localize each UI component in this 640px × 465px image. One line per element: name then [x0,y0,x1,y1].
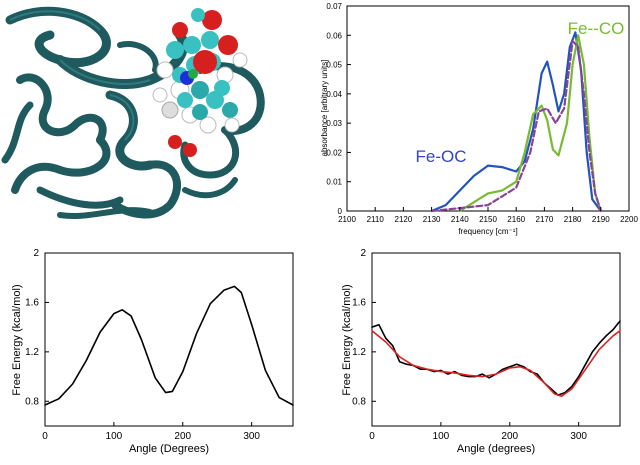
spectrum-ylabel: absorbance [arbitrary units] [320,60,329,157]
x-tick-label: 100 [106,431,123,442]
annotation-fe-co: Fe--CO [568,19,625,38]
y-tick-label: 1.2 [352,347,366,358]
y-tick-label: 0.01 [326,178,342,187]
series-line-1 [430,31,602,213]
series-line-1 [44,285,294,406]
series-line-2 [458,34,602,213]
x-tick-label: 200 [501,431,518,442]
y-tick-label: 0.8 [25,396,39,407]
x-tick-label: 2140 [451,215,469,224]
y-tick-label: 2 [33,248,39,259]
x-tick-label: 2180 [564,215,582,224]
x-tick-label: 2120 [395,215,413,224]
spectrum-chart: 2100 2110 2120 2130 2140 2150 2160 2170 2180 2190… [320,2,638,236]
y-tick-label: 1.6 [352,297,366,308]
y-tick-label: 0.04 [326,90,342,99]
right-ylabel: Free Energy (kcal/mol) [341,284,353,395]
y-tick-label: 0.02 [326,148,342,157]
x-tick-label: 200 [174,431,191,442]
right-plot-frame [371,252,621,427]
x-tick-label: 0 [369,431,375,442]
y-tick-label: 2 [360,248,366,259]
left-xlabel: Angle (Degrees) [129,443,209,455]
y-tick-label: 1.6 [25,297,39,308]
y-tick-label: 1.2 [25,347,39,358]
y-tick-label: 0 [338,207,343,216]
y-tick-label: 0.03 [326,119,342,128]
x-tick-label: 300 [570,431,587,442]
x-tick-label: 100 [433,431,450,442]
y-tick-label: 0.05 [326,61,342,70]
x-tick-label: 0 [42,431,48,442]
free-energy-chart-left: 0 100 200 300 0.8 1.2 1.6 2 Angle (Degrees) Fr… [11,248,294,455]
x-tick-label: 2100 [338,215,356,224]
series-line-2 [371,330,621,398]
left-plot-frame [44,252,294,427]
series-line-3 [430,40,602,213]
series-line-1 [371,320,621,396]
x-tick-label: 300 [243,431,260,442]
y-tick-label: 0.07 [326,2,342,11]
x-tick-label: 2110 [367,215,385,224]
right-xlabel: Angle (degrees) [457,443,535,455]
x-tick-label: 2130 [423,215,441,224]
x-tick-label: 2170 [536,215,554,224]
annotation-fe-oc: Fe-OC [416,147,467,166]
x-tick-label: 2200 [620,215,638,224]
protein-structure-image [1,6,265,219]
x-tick-label: 2150 [479,215,497,224]
free-energy-chart-right: 0 100 200 300 0.8 1.2 1.6 2 Angle (degrees) Fr… [341,248,621,455]
y-tick-label: 0.8 [352,396,366,407]
left-ylabel: Free Energy (kcal/mol) [11,284,23,395]
spectrum-xlabel: frequency [cm⁻¹] [458,227,517,236]
x-tick-label: 2160 [507,215,525,224]
y-tick-label: 0.06 [326,31,342,40]
x-tick-label: 2190 [592,215,610,224]
